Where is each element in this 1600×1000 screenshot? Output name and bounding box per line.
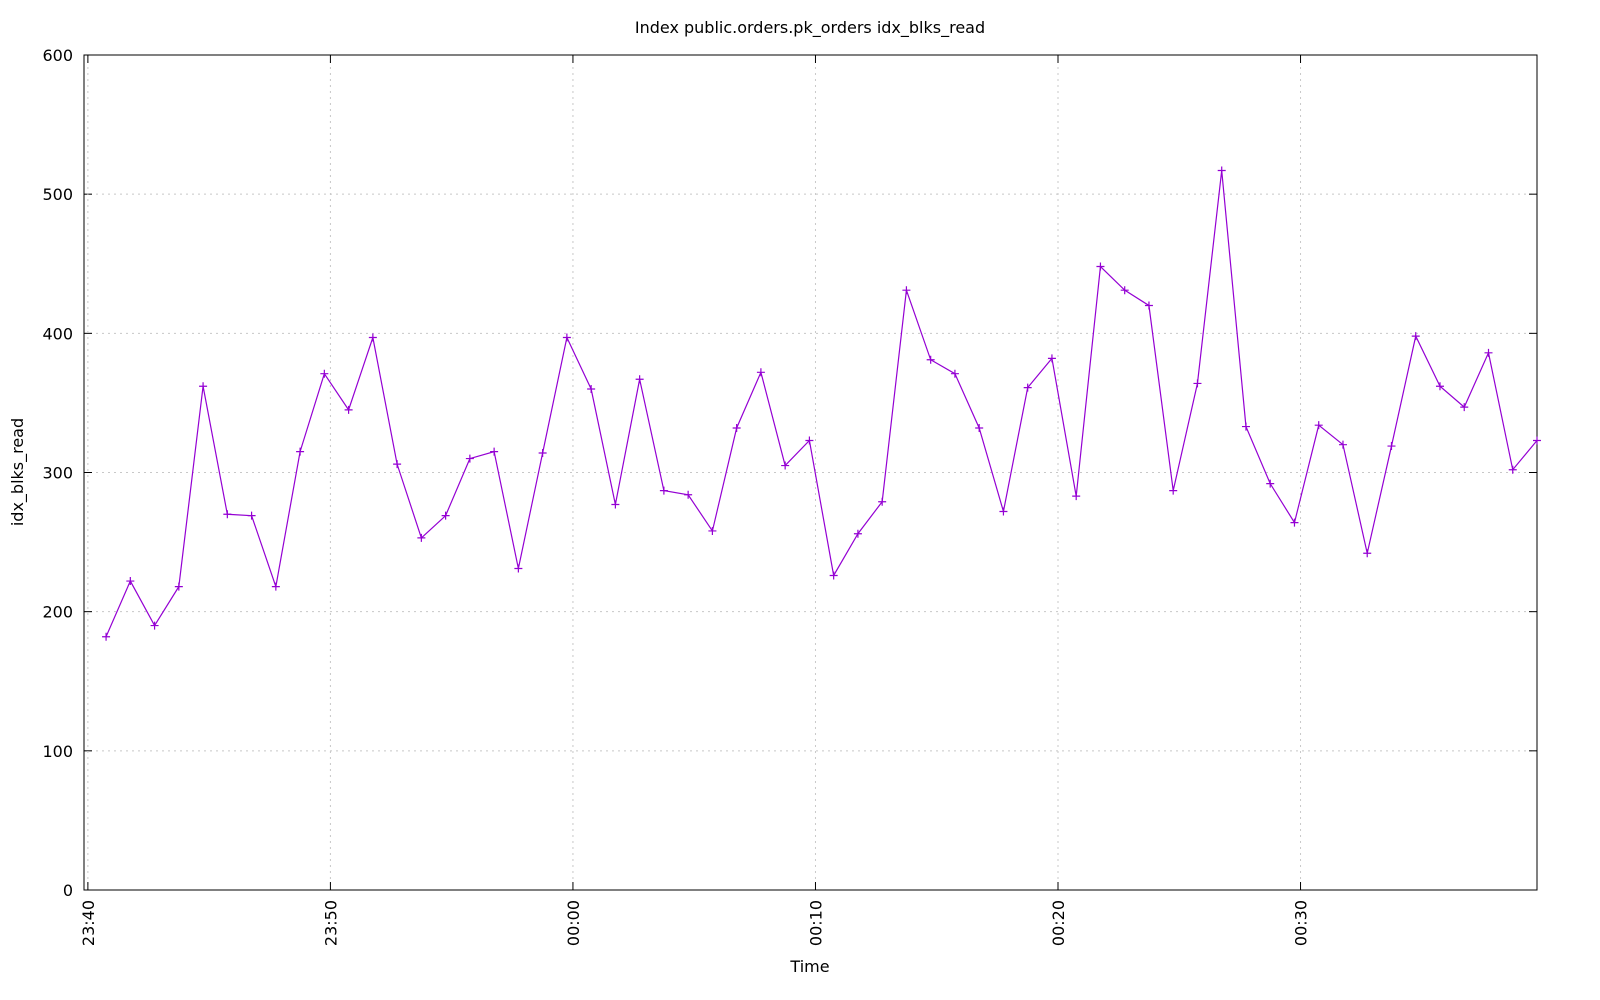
data-point	[1508, 465, 1517, 474]
data-point	[1193, 379, 1202, 388]
data-point	[684, 490, 693, 499]
y-tick-label: 200	[42, 603, 73, 622]
data-point	[611, 500, 620, 509]
data-point	[344, 405, 353, 414]
data-point	[635, 375, 644, 384]
x-tick-label: 23:40	[79, 900, 98, 946]
data-point	[150, 621, 159, 630]
data-point	[1144, 301, 1153, 310]
data-point	[732, 423, 741, 432]
plot-frame	[83, 54, 1538, 891]
data-point	[223, 510, 232, 519]
data-point	[829, 571, 838, 580]
data-line	[105, 170, 1538, 637]
data-point	[1023, 383, 1032, 392]
data-point	[271, 582, 280, 591]
data-point	[805, 436, 814, 445]
data-point	[902, 286, 911, 295]
data-point	[999, 507, 1008, 516]
data-point	[1072, 492, 1081, 501]
y-tick-label: 600	[42, 46, 73, 65]
data-point	[441, 511, 450, 520]
chart-title: Index public.orders.pk_orders idx_blks_r…	[635, 18, 985, 38]
data-point	[417, 533, 426, 542]
data-point	[1120, 286, 1129, 295]
x-tick-label: 00:20	[1049, 900, 1068, 946]
y-tick-label: 0	[63, 881, 73, 900]
data-point	[587, 385, 596, 393]
data-point	[562, 333, 571, 342]
data-point	[1460, 403, 1469, 412]
data-point	[756, 368, 765, 377]
data-point	[538, 449, 547, 458]
data-point	[926, 355, 935, 364]
data-point	[1484, 348, 1493, 357]
y-tick-label: 100	[42, 742, 73, 761]
data-point	[1047, 354, 1056, 363]
x-tick-label: 00:10	[806, 900, 825, 946]
data-point	[659, 486, 668, 495]
data-point	[1338, 440, 1347, 449]
data-point	[1411, 332, 1420, 341]
x-axis-label: Time	[789, 957, 829, 976]
data-point	[368, 333, 377, 342]
x-tick-label: 00:00	[564, 900, 583, 946]
x-tick-label: 00:30	[1292, 900, 1311, 946]
data-point	[1435, 382, 1444, 391]
y-tick-label: 300	[42, 464, 73, 483]
x-tick-label: 23:50	[321, 900, 340, 946]
data-point	[1290, 518, 1299, 527]
data-point	[1096, 262, 1105, 271]
data-point	[1241, 422, 1250, 431]
data-point	[514, 564, 523, 573]
data-point	[1363, 549, 1372, 558]
data-point	[1387, 442, 1396, 451]
y-axis-label: idx_blks_read	[8, 418, 28, 526]
data-point	[853, 529, 862, 538]
data-point	[1533, 436, 1541, 445]
data-point	[490, 447, 499, 456]
data-point	[247, 511, 256, 520]
data-point	[465, 454, 474, 463]
data-point	[708, 526, 717, 535]
data-point	[1266, 479, 1275, 488]
data-point	[174, 582, 183, 591]
data-point	[1169, 486, 1178, 495]
data-point	[950, 369, 959, 378]
data-point	[878, 497, 887, 506]
data-point	[296, 447, 305, 456]
data-point	[393, 460, 402, 469]
data-point	[126, 577, 135, 586]
data-point	[102, 632, 111, 641]
data-point	[199, 382, 208, 391]
data-point	[975, 423, 984, 432]
data-point	[1314, 421, 1323, 430]
data-point	[1217, 166, 1226, 175]
data-point	[781, 461, 790, 470]
y-tick-label: 500	[42, 185, 73, 204]
data-point	[320, 369, 329, 378]
y-tick-label: 400	[42, 324, 73, 343]
